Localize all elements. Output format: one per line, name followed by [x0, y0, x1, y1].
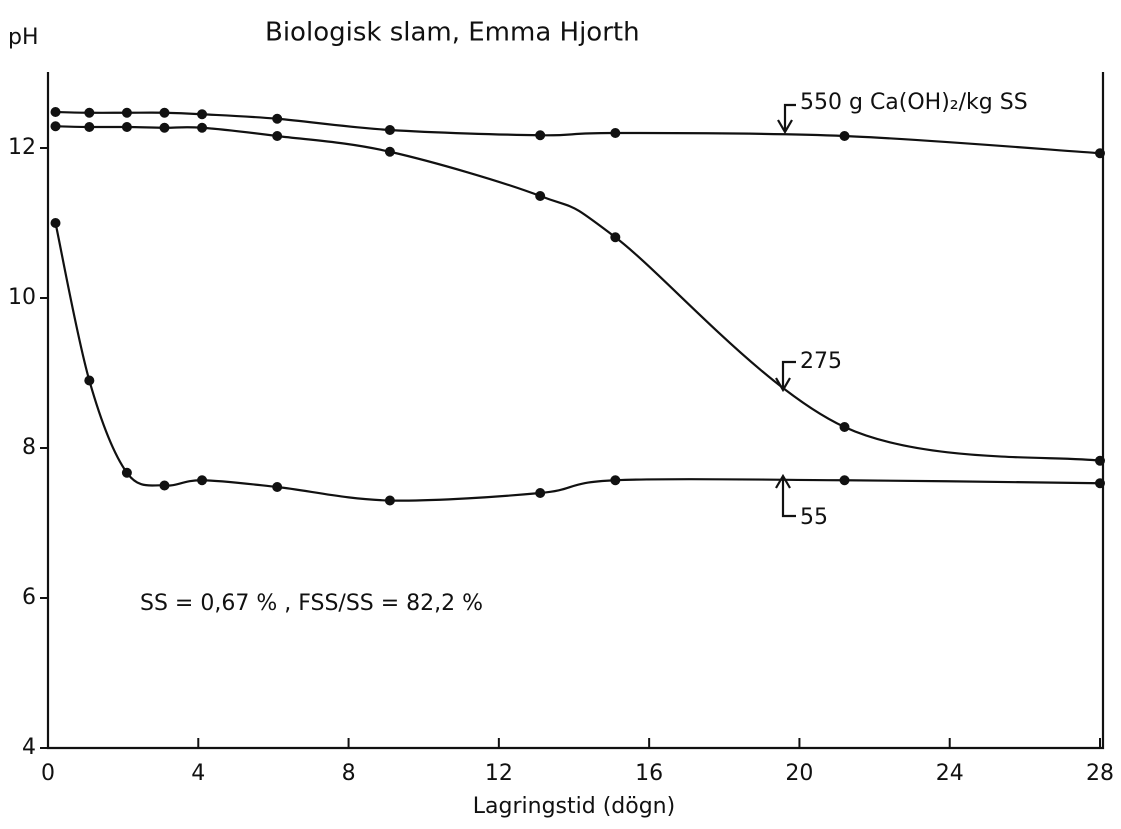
- data-point: [384, 146, 395, 157]
- data-point: [839, 131, 850, 141]
- data-point: [84, 122, 95, 132]
- data-point: [535, 130, 546, 141]
- data-point: [272, 482, 283, 492]
- data-point: [84, 107, 95, 118]
- data-point: [50, 121, 61, 132]
- data-point: [121, 122, 132, 132]
- data-point: [1095, 455, 1105, 466]
- x-tick-label: 12: [485, 761, 513, 786]
- series-line: [55, 110, 1101, 155]
- data-point: [610, 128, 621, 138]
- axes: [46, 72, 1105, 750]
- data-point: [1095, 148, 1105, 159]
- y-tick-label: 6: [22, 585, 36, 610]
- label-arrow: [777, 103, 796, 135]
- annotation: SS = 0,67 % , FSS/SS = 82,2 %: [140, 591, 483, 616]
- data-point: [84, 375, 95, 386]
- x-tick-label: 24: [936, 761, 964, 786]
- data-point: [610, 475, 621, 486]
- data-point: [535, 191, 546, 201]
- data-point: [121, 467, 132, 478]
- data-point: [197, 475, 208, 486]
- series-label: 55: [800, 505, 828, 530]
- x-tick-label: 0: [41, 761, 55, 786]
- data-point: [50, 218, 61, 228]
- x-tick-label: 16: [635, 761, 663, 786]
- series-line: [54, 222, 1101, 502]
- data-point: [197, 109, 208, 120]
- data-point: [839, 422, 850, 432]
- label-arrow: [775, 360, 796, 393]
- data-point: [159, 122, 170, 133]
- y-tick-label: 12: [8, 135, 36, 160]
- x-tick-label: 28: [1086, 761, 1114, 786]
- data-point: [159, 107, 170, 118]
- label-arrow: [775, 473, 796, 518]
- data-point: [197, 122, 208, 133]
- data-point: [535, 488, 546, 498]
- series-label: 550 g Ca(OH)₂/kg SS: [800, 90, 1028, 115]
- data-point: [839, 475, 850, 486]
- data-point: [610, 232, 621, 243]
- y-tick-label: 8: [22, 435, 36, 460]
- x-axis-label: Lagringstid (dögn): [473, 794, 675, 819]
- x-tick-label: 4: [191, 761, 205, 786]
- y-tick-label: 4: [22, 735, 36, 760]
- y-axis-label: pH: [8, 25, 39, 50]
- data-point: [121, 107, 132, 118]
- data-point: [1095, 478, 1105, 489]
- data-point: [50, 107, 61, 117]
- data-point: [159, 480, 170, 491]
- x-tick-label: 20: [785, 761, 813, 786]
- chart-title: Biologisk slam, Emma Hjorth: [265, 18, 640, 48]
- x-tick-label: 8: [342, 761, 356, 786]
- data-point: [272, 113, 283, 124]
- data-point: [384, 125, 395, 135]
- series-label: 275: [800, 349, 842, 374]
- data-point: [272, 131, 283, 141]
- y-tick-label: 10: [8, 285, 36, 310]
- series-line: [55, 125, 1101, 462]
- data-point: [384, 495, 395, 506]
